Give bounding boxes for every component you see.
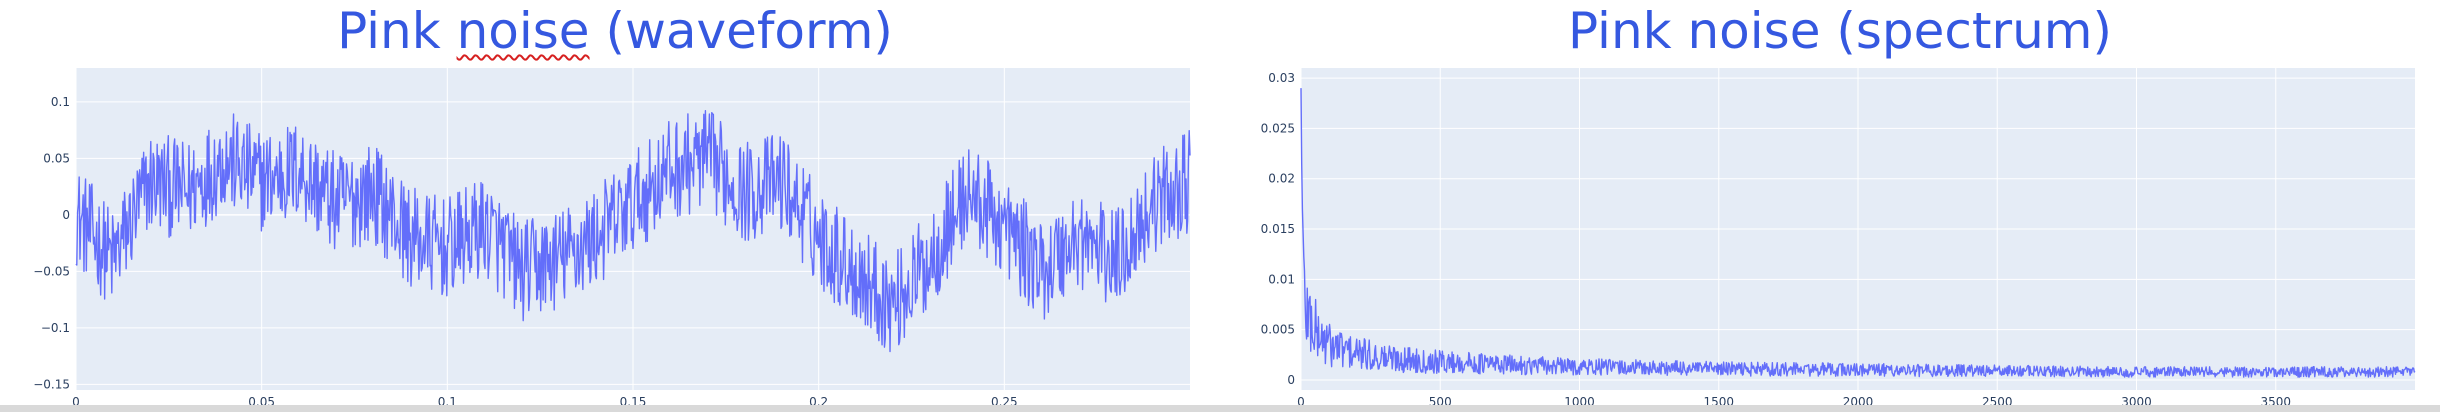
waveform-title-suffix: (waveform) [589,2,893,60]
spectrum-y-tick-label: 0.01 [1268,272,1295,286]
waveform-y-tick-label: 0.1 [51,95,70,109]
spectrum-y-tick-label: 0.025 [1261,121,1295,135]
spectrum-chart: 0 500 1000 1500 2000 2500 3000 350000.0050.010.… [1261,68,2416,409]
waveform-y-tick-label: −0.1 [41,321,70,335]
waveform-y-tick-label: 0 [62,208,70,222]
spectrum-y-tick-label: 0.015 [1261,222,1295,236]
spectrum-x-tick-label: 0 [1297,395,1305,409]
waveform-chart-title: Pink noise (waveform) [0,0,1230,62]
waveform-series-line [75,110,1191,353]
waveform-y-tick-label: −0.05 [33,264,70,278]
spectrum-series-line [1300,88,2416,378]
waveform-x-tick-label: 0 [72,395,80,409]
waveform-y-tick-label: 0.05 [43,151,70,165]
waveform-title-prefix: Pink [337,2,457,60]
waveform-y-tick-label: −0.15 [33,377,70,391]
waveform-chart: 0 0.05 0.1 0.15 0.2 0.25−0.15−0.1−0.0500.050.… [33,68,1191,409]
spectrum-y-tick-label: 0 [1287,373,1295,387]
bottom-scrollbar[interactable] [0,405,2440,412]
spectrum-y-tick-label: 0.02 [1268,172,1295,186]
waveform-title-noise-word: noise [456,2,590,60]
spectrum-chart-title: Pink noise (spectrum) [1568,2,2112,60]
spectrum-y-tick-label: 0.005 [1261,323,1295,337]
spectrum-y-tick-label: 0.03 [1268,71,1295,85]
